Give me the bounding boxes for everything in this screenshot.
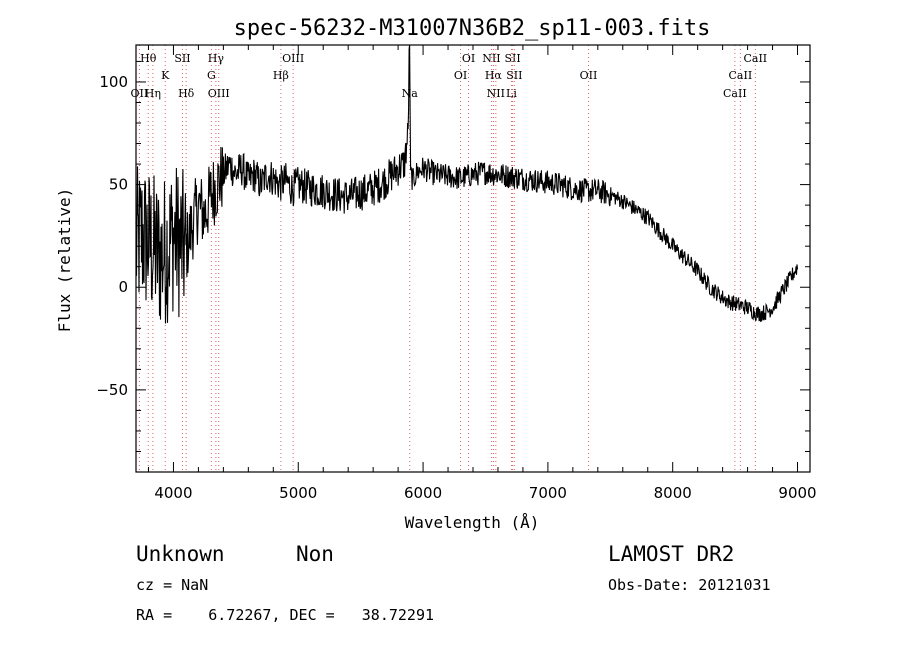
y-tick-label: −50 — [96, 381, 128, 399]
line-id-label: OI — [454, 69, 467, 82]
redshift-text: cz = NaN — [136, 576, 209, 594]
line-id-label: G — [207, 69, 216, 82]
y-tick-label: 100 — [99, 73, 128, 91]
line-id-label: CaII — [743, 52, 767, 65]
line-id-label: Hγ — [208, 52, 225, 65]
line-id-label: CaII — [729, 69, 753, 82]
line-id-label: SII — [174, 52, 190, 65]
x-tick-label: 6000 — [404, 484, 442, 502]
x-tick-label: 5000 — [279, 484, 317, 502]
line-id-label: Hα — [485, 69, 503, 82]
x-tick-label: 7000 — [529, 484, 567, 502]
line-id-label: CaII — [723, 87, 747, 100]
subclass-text: Non — [296, 542, 334, 566]
line-id-label: SII — [506, 69, 522, 82]
line-id-label: Hβ — [273, 69, 289, 82]
line-id-label: Hθ — [140, 52, 157, 65]
line-id-label: Hη — [145, 87, 161, 100]
y-tick-label: 0 — [118, 278, 128, 296]
line-id-label: Hδ — [178, 87, 195, 100]
line-id-label: OI — [462, 52, 475, 65]
x-tick-label: 8000 — [654, 484, 692, 502]
line-id-label: Li — [506, 87, 517, 100]
line-id-label: OII — [131, 87, 149, 100]
x-axis-label: Wavelength (Å) — [405, 513, 540, 532]
line-id-label: SII — [504, 52, 520, 65]
coordinates-text: RA = 6.72267, DEC = 38.72291 — [136, 606, 435, 624]
line-id-label: OII — [580, 69, 598, 82]
line-id-label: K — [161, 69, 170, 82]
x-tick-label: 9000 — [778, 484, 816, 502]
obs-date-text: Obs-Date: 20121031 — [608, 576, 771, 594]
spectrum-line — [135, 44, 799, 324]
chart-title: spec-56232-M31007N36B2_sp11-003.fits — [234, 16, 711, 41]
survey-text: LAMOST DR2 — [608, 542, 735, 566]
line-id-label: NII — [487, 87, 505, 100]
line-id-label: OIII — [282, 52, 304, 65]
line-id-label: OIII — [208, 87, 230, 100]
x-tick-label: 4000 — [154, 484, 192, 502]
classification-text: Unknown — [136, 542, 225, 566]
line-id-label: NII — [482, 52, 500, 65]
y-axis-label: Flux (relative) — [55, 188, 74, 333]
plot-frame — [135, 44, 811, 473]
y-tick-label: 50 — [109, 176, 128, 194]
